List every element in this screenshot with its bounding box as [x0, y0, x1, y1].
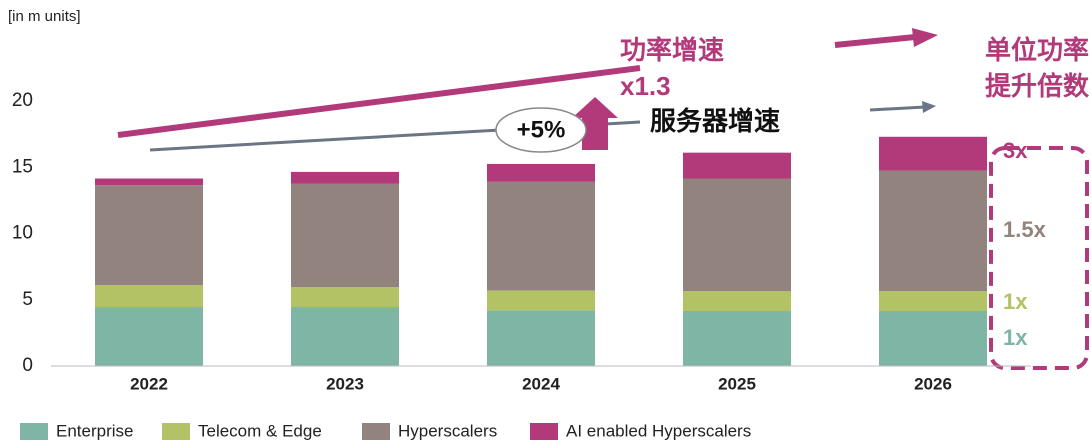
bar-segment	[487, 181, 595, 291]
arrow-head	[912, 28, 938, 47]
x-tick-label: 2024	[522, 374, 560, 393]
power-trend-arrow	[834, 34, 916, 48]
annotation: +5%	[517, 116, 566, 143]
annotation: 单位功率	[985, 35, 1089, 65]
legend-label: Telecom & Edge	[198, 421, 322, 440]
bar-segment	[879, 311, 987, 366]
bar-segment	[95, 185, 203, 286]
x-tick-label: 2023	[326, 374, 364, 393]
bar-segment	[291, 287, 399, 308]
bar-segment	[683, 291, 791, 312]
x-tick-label: 2025	[718, 374, 756, 393]
bar-segment	[683, 311, 791, 366]
bar-segment	[95, 285, 203, 308]
bar-segment	[683, 178, 791, 292]
x-tick-label: 2022	[130, 374, 168, 393]
multiplier-label: 1x	[1003, 325, 1028, 350]
bar-segment	[95, 178, 203, 186]
y-tick-label: 15	[12, 156, 33, 177]
y-tick-label: 10	[12, 223, 33, 244]
bar-segment	[95, 307, 203, 366]
annotation: 功率增速	[620, 35, 724, 65]
bar-segment	[291, 307, 399, 366]
legend-swatch	[362, 423, 390, 440]
y-tick-label: 0	[22, 355, 33, 376]
multiplier-label: 3x	[1003, 138, 1028, 163]
legend-swatch	[530, 423, 558, 440]
bar-segment	[291, 171, 399, 184]
annotation: x1.3	[620, 71, 671, 101]
bar-segment	[879, 170, 987, 292]
annotation: 提升倍数	[985, 71, 1090, 101]
bar-segment	[487, 310, 595, 366]
legend-swatch	[20, 423, 48, 440]
server-trend-arrow	[869, 105, 926, 112]
bar-segment	[879, 291, 987, 312]
badge	[495, 107, 587, 153]
bar-segment	[879, 136, 987, 171]
legend-label: AI enabled Hyperscalers	[566, 421, 751, 440]
legend-label: Enterprise	[56, 421, 133, 440]
legend-label: Hyperscalers	[398, 421, 497, 440]
bar-segment	[487, 290, 595, 311]
multiplier-label: 1x	[1003, 289, 1028, 314]
legend-swatch	[162, 423, 190, 440]
annotation: 服务器增速	[650, 106, 780, 136]
arrow-head	[922, 101, 936, 113]
multiplier-box	[989, 146, 1089, 370]
bar-segment	[291, 183, 399, 288]
multiplier-label: 1.5x	[1003, 217, 1047, 242]
bar-segment	[683, 152, 791, 179]
power-trend-line	[117, 65, 641, 138]
unit-label: [in m units]	[8, 8, 81, 25]
x-tick-label: 2026	[914, 374, 952, 393]
y-tick-label: 20	[12, 90, 33, 111]
bar-segment	[487, 163, 595, 182]
y-tick-label: 5	[22, 289, 33, 310]
